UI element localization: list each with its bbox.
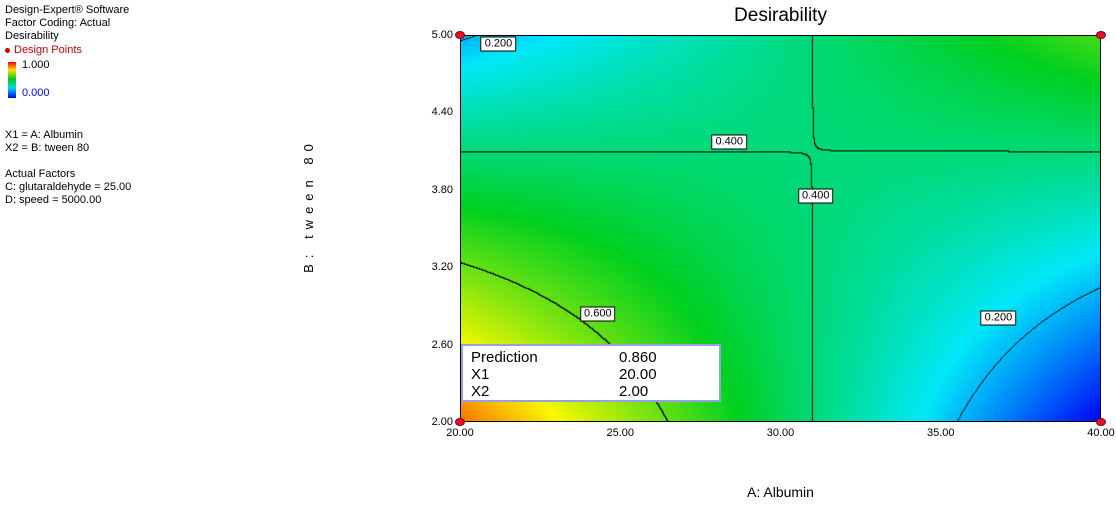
actual-factors-block: Actual Factors C: glutaraldehyde = 25.00… [5, 168, 245, 207]
design-points-label: Design Points [14, 44, 82, 56]
prediction-flag[interactable]: Prediction 0.860 X1 20.00 X2 2.00 [461, 344, 721, 402]
software-title: Design-Expert® Software [5, 4, 130, 16]
x1-factor-label: X1 = A: Albumin [5, 129, 83, 141]
prediction-row: X2 2.00 [471, 383, 719, 400]
y-axis-tick-label: 2.60 [431, 338, 453, 351]
x-axis-tick-label: 30.00 [766, 427, 795, 439]
design-points-legend: Design Points [5, 44, 245, 57]
color-scale-legend: 1.000 0.000 [5, 59, 245, 99]
y-axis-tick-label: 5.00 [431, 29, 453, 41]
design-point [1096, 418, 1106, 426]
contour-label: 0.200 [480, 36, 517, 52]
prediction-row: X1 20.00 [471, 366, 719, 383]
x-axis-tick-label: 40.00 [1087, 427, 1115, 439]
axes-factors-block: X1 = A: Albumin X2 = B: tween 80 [5, 129, 245, 155]
plot-area[interactable]: Prediction 0.860 X1 20.00 X2 2.00 [460, 35, 1101, 422]
contour-label: 0.600 [580, 306, 616, 322]
prediction-row-value: 0.860 [619, 349, 657, 366]
x-axis-tick-label: 20.00 [446, 427, 474, 439]
prediction-row-label: X2 [471, 383, 490, 400]
design-point-icon [5, 48, 10, 53]
scale-max-label: 1.000 [22, 59, 50, 71]
y-axis-tick-label: 3.20 [431, 261, 453, 274]
scale-min-label: 0.000 [22, 87, 50, 99]
y-axis-tick-label: 2.00 [431, 416, 453, 428]
x-axis-title: A: Albumin [747, 484, 814, 500]
prediction-row-value: 2.00 [619, 383, 649, 400]
y-axis-tick-label: 4.40 [431, 106, 453, 119]
prediction-row-value: 20.00 [619, 366, 657, 383]
factor-d-label: D: speed = 5000.00 [5, 194, 102, 206]
prediction-row: Prediction 0.860 [471, 349, 719, 366]
prediction-row-label: X1 [471, 366, 490, 383]
factor-c-label: C: glutaraldehyde = 25.00 [5, 181, 132, 193]
prediction-rows: Prediction 0.860 X1 20.00 X2 2.00 [471, 349, 719, 400]
design-point [455, 31, 465, 39]
chart-title: Desirability [734, 5, 827, 26]
color-scale-bar [8, 62, 16, 98]
actual-factors-title: Actual Factors [5, 168, 76, 180]
prediction-row-label: Prediction [471, 349, 538, 366]
design-point [455, 418, 465, 426]
response-name-label: Desirability [5, 30, 59, 42]
design-point [1096, 31, 1106, 39]
contour-label: 0.200 [980, 310, 1017, 325]
contour-label: 0.400 [797, 188, 834, 204]
y-axis-tick-label: 3.80 [431, 183, 453, 196]
contour-label: 0.400 [711, 134, 747, 150]
y-axis-title-wrap: B: tween 80 [288, 35, 328, 375]
x-axis-tick-label: 35.00 [926, 427, 955, 439]
x-axis-tick-label: 25.00 [606, 427, 635, 439]
legend-panel: Design-Expert® Software Factor Coding: A… [5, 4, 245, 207]
y-axis-title: B: tween 80 [300, 137, 316, 273]
factor-coding-label: Factor Coding: Actual [5, 17, 111, 29]
x2-factor-label: X2 = B: tween 80 [5, 142, 90, 154]
